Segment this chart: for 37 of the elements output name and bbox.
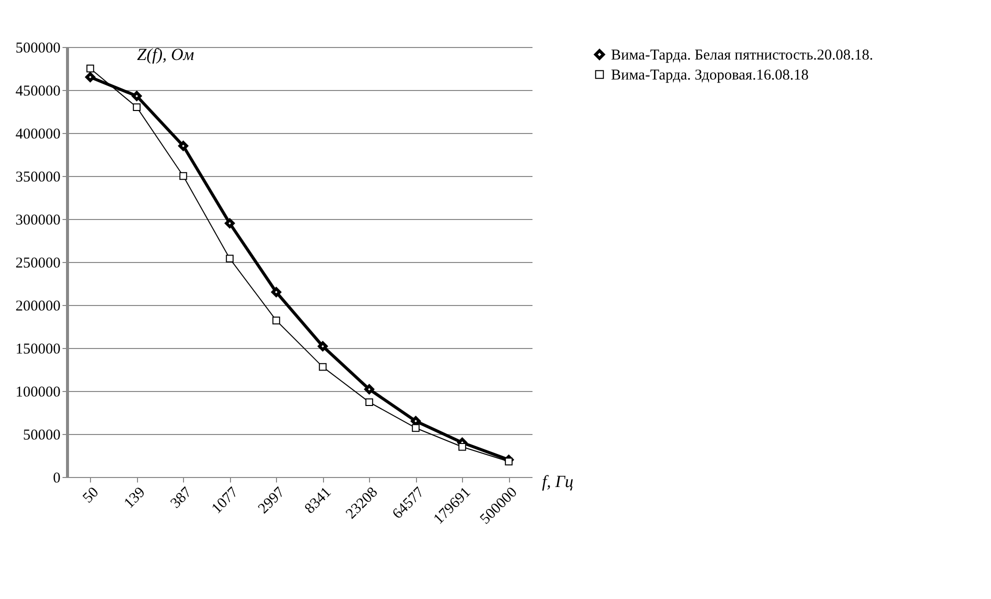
- point: [179, 172, 188, 180]
- y-tick-label: 450000: [16, 84, 60, 100]
- point: [271, 287, 282, 297]
- point: [412, 424, 420, 432]
- point: [132, 91, 142, 101]
- x-tick-label: 387: [168, 484, 196, 512]
- point: [85, 72, 96, 82]
- point: [86, 64, 94, 72]
- legend-label: Вима-Тарда. Белая пятнистость.20.08.18.: [611, 48, 874, 64]
- y-tick-label: 250000: [16, 256, 60, 272]
- y-tick-label: 300000: [16, 212, 60, 228]
- point: [364, 384, 374, 394]
- point: [318, 363, 327, 371]
- y-tick-label: 0: [53, 470, 60, 486]
- y-tick-label: 150000: [16, 342, 60, 358]
- point: [365, 398, 374, 406]
- y-tick-label: 400000: [16, 126, 60, 142]
- x-tick-label: 50: [80, 484, 102, 506]
- y-tick-label: 350000: [16, 170, 60, 186]
- legend-label: Вима-Тарда. Здоровая.16.08.18: [611, 68, 809, 84]
- y-tick-label: 200000: [16, 298, 60, 314]
- point: [318, 341, 328, 352]
- point: [178, 141, 188, 151]
- y-tick-label: 50000: [23, 428, 60, 444]
- y-tick-label: 500000: [16, 40, 60, 56]
- x-tick-label: 139: [121, 484, 149, 512]
- x-tick-label: 8341: [302, 484, 335, 518]
- point: [224, 218, 235, 228]
- y-tick-label: 100000: [16, 384, 60, 400]
- y-axis-title: Z(f), Ом: [137, 45, 194, 64]
- point: [132, 103, 141, 112]
- x-axis-title: f, Гц: [542, 472, 574, 491]
- point: [272, 316, 280, 324]
- point: [458, 443, 466, 451]
- point: [504, 458, 513, 466]
- point: [226, 254, 234, 262]
- point: [410, 416, 421, 426]
